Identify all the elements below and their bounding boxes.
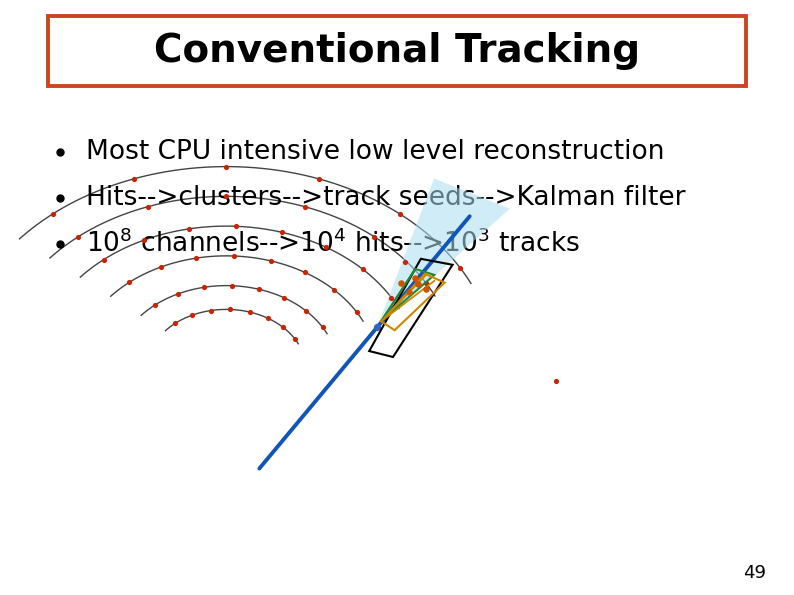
- Polygon shape: [377, 178, 510, 327]
- Point: [289, 334, 302, 344]
- Point: [299, 202, 311, 211]
- Point: [409, 274, 422, 283]
- Point: [316, 322, 329, 332]
- Point: [123, 277, 136, 287]
- Point: [368, 232, 380, 242]
- Point: [299, 306, 312, 315]
- Point: [72, 232, 85, 242]
- Point: [204, 306, 217, 315]
- Point: [137, 236, 150, 245]
- Point: [264, 256, 277, 265]
- Point: [549, 376, 562, 386]
- Point: [186, 311, 198, 320]
- Point: [224, 305, 237, 314]
- Point: [395, 278, 407, 287]
- Point: [276, 228, 289, 237]
- Point: [403, 287, 415, 296]
- Point: [225, 281, 238, 290]
- Point: [371, 322, 384, 332]
- Point: [243, 307, 256, 317]
- Point: [299, 268, 311, 277]
- Point: [155, 262, 168, 272]
- Point: [357, 264, 369, 274]
- Point: [261, 314, 274, 323]
- Point: [453, 263, 466, 273]
- Point: [412, 280, 425, 289]
- Point: [220, 192, 233, 201]
- Text: 10$^{8}$ channels-->10$^{4}$ hits-->10$^{3}$ tracks: 10$^{8}$ channels-->10$^{4}$ hits-->10$^…: [86, 230, 580, 258]
- Point: [169, 318, 182, 328]
- Point: [172, 289, 184, 299]
- Point: [182, 224, 195, 234]
- Text: Conventional Tracking: Conventional Tracking: [154, 32, 640, 70]
- Point: [420, 284, 433, 293]
- Point: [229, 221, 242, 231]
- Point: [141, 202, 154, 211]
- Point: [46, 209, 59, 219]
- Point: [128, 174, 141, 184]
- Point: [419, 278, 432, 287]
- Point: [220, 162, 233, 171]
- Point: [148, 300, 161, 310]
- Point: [252, 284, 265, 294]
- Point: [394, 209, 407, 219]
- Point: [278, 293, 291, 303]
- Point: [319, 242, 332, 252]
- Point: [227, 251, 240, 261]
- Point: [328, 285, 341, 295]
- Point: [190, 253, 202, 263]
- Point: [277, 322, 290, 332]
- Point: [385, 293, 398, 302]
- Point: [98, 255, 110, 264]
- Text: Hits-->clusters-->track seeds-->Kalman filter: Hits-->clusters-->track seeds-->Kalman f…: [86, 185, 685, 211]
- Point: [312, 174, 325, 184]
- Point: [399, 257, 411, 267]
- Text: Most CPU intensive low level reconstruction: Most CPU intensive low level reconstruct…: [86, 139, 665, 165]
- Text: 49: 49: [743, 564, 766, 582]
- FancyBboxPatch shape: [48, 16, 746, 86]
- Point: [351, 308, 364, 317]
- Point: [198, 283, 210, 292]
